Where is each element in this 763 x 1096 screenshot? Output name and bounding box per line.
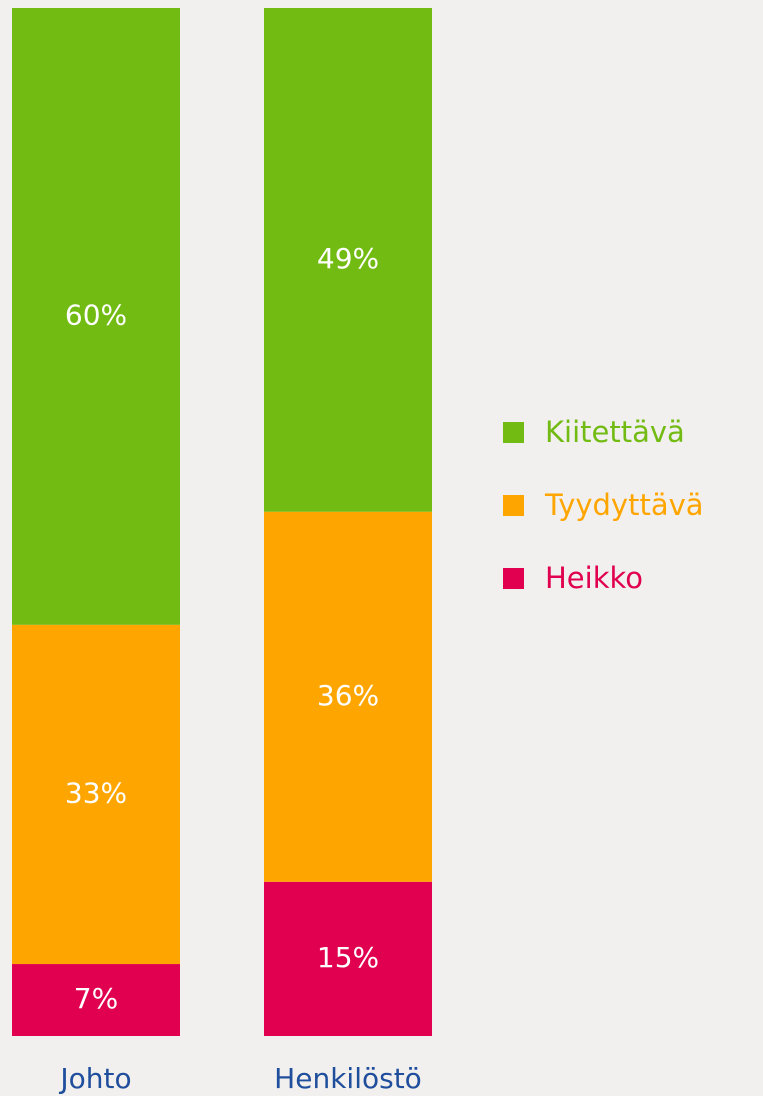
value-label: 49%	[317, 242, 379, 275]
value-label: 7%	[74, 982, 118, 1015]
value-label: 36%	[317, 679, 379, 712]
legend-swatch	[503, 495, 524, 516]
bar-segment	[264, 8, 432, 512]
x-tick-label: Johto	[58, 1062, 131, 1095]
x-tick-label: Henkilöstö	[274, 1062, 422, 1095]
legend-swatch	[503, 568, 524, 589]
bar-segment	[12, 964, 180, 1036]
legend-swatch	[503, 422, 524, 443]
bar-segment	[12, 8, 180, 625]
value-label: 33%	[65, 776, 127, 809]
legend-label: Kiitettävä	[545, 415, 685, 449]
legend-label: Tyydyttävä	[544, 488, 704, 522]
bar-segment	[264, 511, 432, 882]
value-label: 15%	[317, 941, 379, 974]
legend-label: Heikko	[545, 561, 643, 595]
bar-segment	[264, 881, 432, 1036]
bar-segment	[12, 624, 180, 965]
value-label: 60%	[65, 298, 127, 331]
